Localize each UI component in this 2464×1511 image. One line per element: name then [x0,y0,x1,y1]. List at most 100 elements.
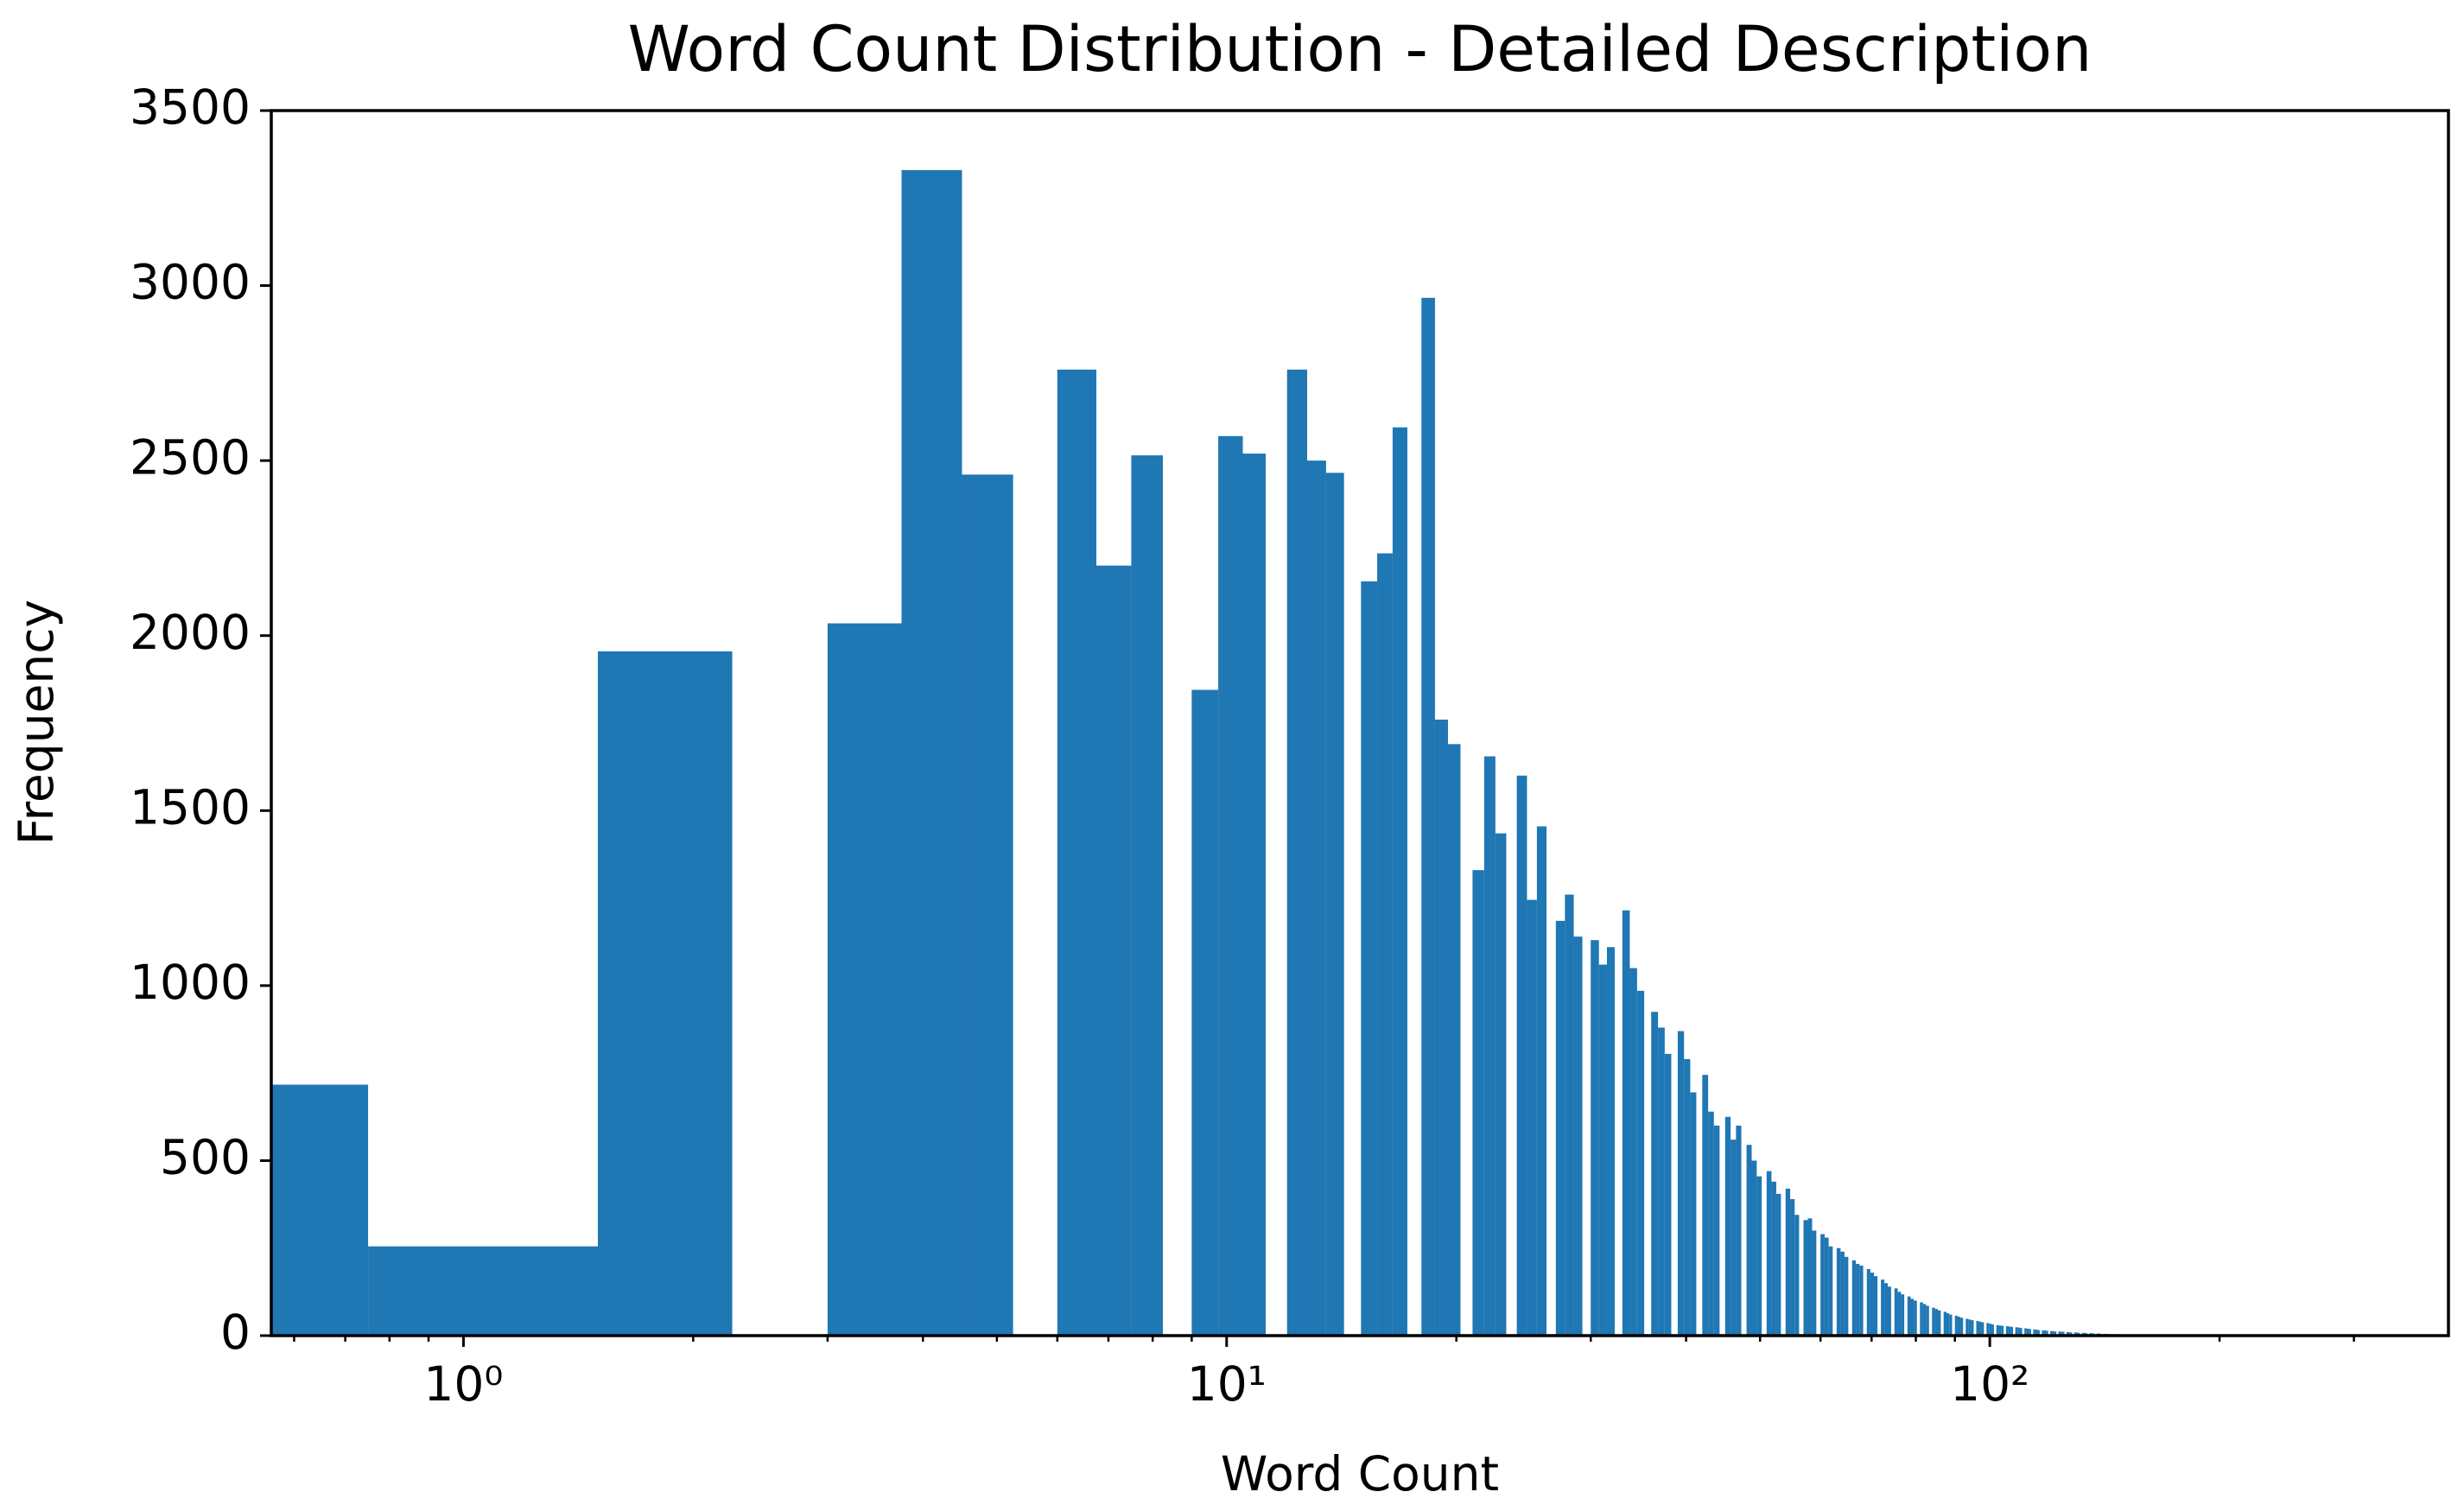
bar [1658,1027,1665,1336]
bar [2005,1326,2009,1336]
bar [1971,1320,1974,1336]
bar [1907,1296,1911,1336]
bar [1914,1300,1917,1336]
bar [2054,1331,2057,1336]
y-tick-label: 1000 [130,955,251,1010]
bar [1690,1092,1697,1336]
bar [1591,940,1599,1336]
bar [2015,1327,2018,1336]
bar [1901,1294,1905,1336]
bar [2037,1330,2040,1336]
bar [1968,1319,1972,1336]
bar [2076,1332,2079,1336]
bar [1998,1325,2002,1336]
bar [1859,1265,1864,1336]
bar [2010,1326,2013,1336]
bar [1573,936,1583,1336]
bar [1910,1298,1915,1336]
bar [1949,1314,1953,1336]
bar [1483,756,1496,1336]
bar [1702,1075,1709,1336]
bar [271,1084,369,1336]
bar [1218,435,1243,1336]
bar [1191,689,1219,1336]
bar [1131,455,1163,1336]
bar [1536,826,1547,1336]
bar [2008,1326,2011,1336]
bar [2073,1332,2077,1336]
bar [1894,1288,1898,1336]
bar [2019,1328,2023,1336]
bar [1736,1125,1742,1336]
bar [1731,1140,1737,1336]
bar [1057,369,1097,1336]
bar [1527,899,1537,1336]
bar [1897,1292,1902,1336]
bar [1756,1176,1762,1336]
bar [2017,1327,2020,1336]
bar [1978,1321,1982,1336]
y-axis-label: Frequency [9,600,64,845]
bar [1996,1324,1999,1336]
bar [1954,1315,1958,1336]
x-axis-label: Word Count [1221,1446,1499,1501]
bar [2050,1330,2053,1336]
bar [1960,1317,1964,1336]
bar [1820,1234,1825,1336]
bar [1751,1160,1757,1336]
bar [1888,1286,1891,1336]
bar [1622,910,1630,1336]
bar [2058,1331,2061,1336]
bar [1684,1058,1691,1336]
bar [1392,427,1407,1336]
bar [1472,870,1484,1336]
bar [1771,1181,1776,1336]
bar [368,1246,598,1336]
bars [271,169,2123,1336]
bar [1555,920,1565,1336]
y-tick-label: 500 [160,1130,251,1185]
bar [1598,964,1607,1336]
bar [1421,297,1435,1336]
bar [2042,1330,2044,1336]
bar [1926,1305,1929,1336]
bar [1606,947,1615,1336]
bar [1775,1193,1781,1336]
bar [1986,1323,1990,1336]
bar [1377,553,1393,1336]
bar [1785,1188,1791,1336]
bar [1096,565,1132,1336]
bar [1636,990,1645,1336]
axes-frame [270,109,2450,1337]
bar [2066,1331,2069,1336]
bar [1629,968,1637,1336]
bar [1286,369,1307,1336]
bar [2068,1331,2071,1336]
bar [1724,1116,1731,1336]
bar [1932,1307,1935,1336]
bar [1840,1251,1845,1336]
y-tick-label: 3500 [130,79,251,135]
bar [2043,1330,2047,1336]
bar [1981,1322,1985,1336]
x-tick-label: 10² [1950,1356,2029,1412]
bar [1664,1053,1672,1336]
bar [2026,1328,2029,1336]
bar [1989,1324,1992,1336]
bar [1447,744,1461,1336]
bar [1866,1269,1870,1336]
bar [1934,1309,1939,1336]
bar [2062,1331,2065,1336]
bar [1713,1125,1720,1336]
bar [2033,1329,2035,1336]
x-tick-label: 10⁰ [423,1356,503,1412]
bar [2070,1332,2073,1336]
bar [1922,1304,1927,1336]
bar [1242,454,1266,1336]
bar [1874,1276,1878,1336]
bar [1746,1145,1752,1336]
x-tick-label: 10¹ [1187,1356,1267,1412]
bar [1361,581,1378,1336]
bar [962,474,1013,1336]
